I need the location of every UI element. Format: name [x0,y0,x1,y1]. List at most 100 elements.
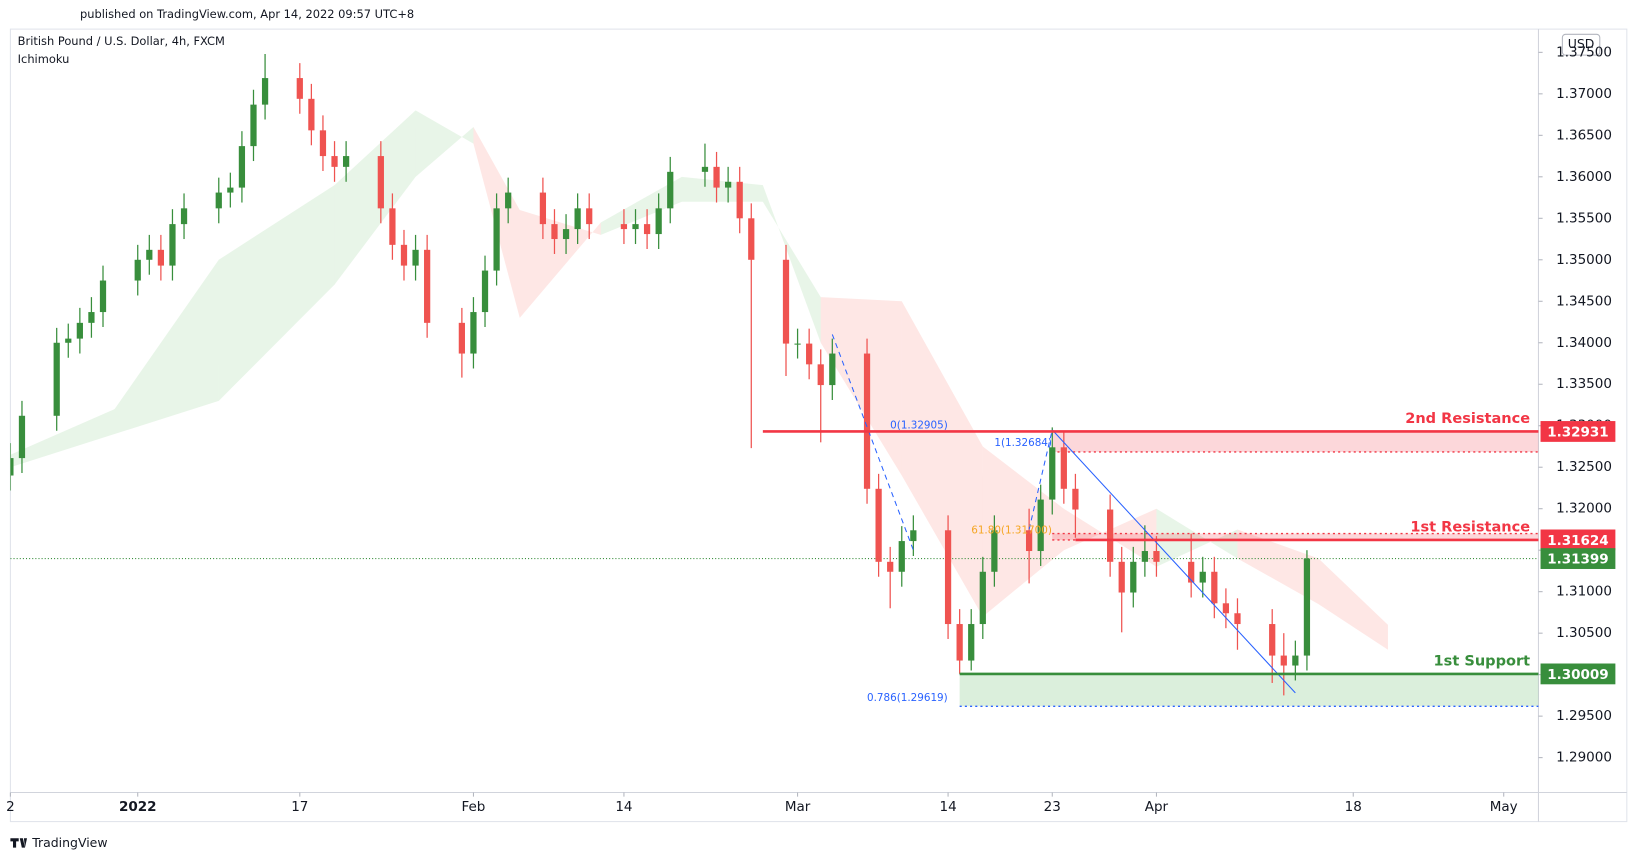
candle-body [65,338,72,343]
fib-label: 0.786(1.29619) [867,692,948,704]
candle-body [157,249,165,266]
x-tick-label: Feb [461,799,485,815]
level-price: 1.30009 [1547,667,1608,683]
candle-body [1025,530,1033,552]
plot-area [10,54,1539,707]
candle-body [1222,603,1230,614]
candle-body [53,342,60,416]
candle-body [331,156,338,167]
candle-body [215,192,222,209]
y-tick-label: 1.32000 [1556,501,1612,517]
x-tick-label: 23 [1044,799,1061,815]
indicator-name: Ichimoku [18,52,70,66]
candle-body [829,353,836,386]
candle-body [1118,561,1125,593]
x-tick-label: 14 [939,799,956,815]
fib-label: 1(1.32684) [994,437,1052,449]
candle-body [910,530,917,542]
last-price-box [1540,548,1616,569]
candle-body [1049,447,1056,500]
candle-body [968,624,975,661]
candle-body [1303,558,1311,656]
cloud-segment [415,110,474,177]
y-tick-label: 1.32500 [1556,459,1612,475]
y-tick-label: 1.29500 [1556,708,1612,724]
candle-body [308,98,315,131]
candle-body [505,192,512,209]
candle-body [169,224,176,266]
cloud-segment [218,185,335,401]
published-note: published on TradingView.com, Apr 14, 20… [80,7,414,21]
candle-body [1072,488,1079,510]
fib-label: 61.80(1.31700) [971,524,1052,536]
candle-body [944,530,952,625]
y-tick-label: 1.35500 [1556,210,1612,226]
level-price: 1.32931 [1547,424,1608,440]
candle-body [794,343,801,345]
candle-body [1130,561,1137,593]
logo-mark [10,838,28,848]
candle-body [412,249,419,266]
candle-body [1234,613,1241,625]
candle-body [481,270,489,313]
candle-body [1141,551,1148,562]
last-price: 1.31399 [1547,552,1608,568]
cloud-segment [114,259,219,435]
candle-body [1199,571,1206,583]
y-tick-label: 1.36000 [1556,169,1612,185]
candle-body [400,244,408,266]
candle-body [898,541,905,572]
y-tick-label: 1.35000 [1556,252,1612,268]
candle-body [574,208,581,230]
candle-body [1153,551,1160,562]
x-tick-label: 18 [1345,799,1362,815]
candle-body [1107,509,1114,562]
candle-body [18,415,26,459]
x-tick-label: Mar [785,799,811,815]
candle-body [238,146,246,188]
candle-body [1188,561,1195,583]
zone [1052,533,1539,540]
candle-body [956,624,963,661]
currency-box[interactable] [1561,33,1601,56]
candle-body [180,208,188,225]
y-tick-label: 1.37500 [1556,44,1612,60]
candle-body [1060,447,1067,489]
candle-body [146,249,153,260]
cloud-segment [600,176,682,235]
candle-body [562,229,570,240]
candle-body [458,322,465,354]
candle-body [227,187,234,193]
plot [10,54,1539,707]
currency[interactable]: USD [1568,36,1595,51]
level-price: 1.31624 [1547,533,1608,549]
candle-body [863,353,871,489]
x-tick-label: May [1490,799,1518,815]
candle-body [667,171,674,209]
candle-body [88,312,95,323]
x-tick-label: 2022 [119,799,157,815]
y-tick-label: 1.34500 [1556,293,1612,309]
candle-body [296,78,303,99]
level-name: 1st Support [1434,652,1531,669]
candle-body [1037,499,1044,552]
candle-body [470,312,477,354]
y-tick-label: 1.33500 [1556,376,1612,392]
candle-body [620,224,628,230]
level-price-box [1540,663,1616,685]
level-name: 1st Resistance [1410,518,1530,535]
cloud-segment [519,210,601,318]
candle-body [99,280,107,313]
candle-body [261,78,269,105]
candle-body [713,166,720,188]
y-tick-label: 1.36500 [1556,127,1612,143]
x-tick-label: Apr [1145,799,1169,815]
candle-body [748,218,755,260]
candle-body [725,181,732,188]
candle-body [586,208,593,225]
y-tick-label: 1.29000 [1556,750,1612,766]
candle-body [250,104,257,147]
candle-body [389,208,396,245]
